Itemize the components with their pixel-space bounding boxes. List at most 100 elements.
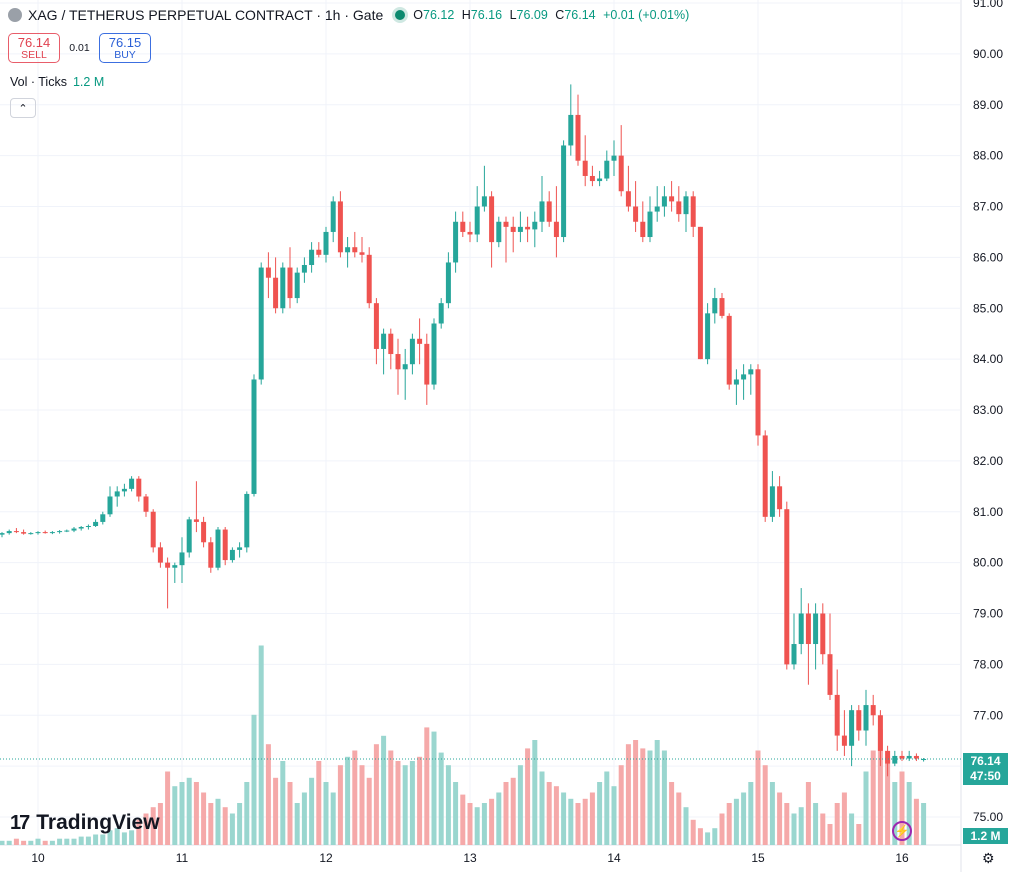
volume-bar xyxy=(107,830,113,845)
volume-bar xyxy=(604,771,610,845)
candle-body xyxy=(309,249,315,266)
volume-bar xyxy=(165,771,171,845)
volume-bar xyxy=(100,834,106,845)
candle-body xyxy=(143,496,149,512)
symbol-title[interactable]: XAG / TETHERUS PERPETUAL CONTRACT · 1h ·… xyxy=(28,7,384,23)
volume-bar xyxy=(676,792,682,845)
candle-body xyxy=(431,323,437,385)
volume-bar xyxy=(157,803,163,845)
candle-body xyxy=(741,374,747,380)
volume-bar xyxy=(503,782,509,845)
volume-bar xyxy=(856,824,862,845)
candle-body xyxy=(244,493,250,548)
candle-body xyxy=(78,527,84,529)
candle-body xyxy=(373,303,379,349)
volume-bar xyxy=(453,782,459,845)
trade-buttons: 76.14 SELL 0.01 76.15 BUY xyxy=(8,33,151,63)
candle-body xyxy=(777,486,783,510)
time-tick-label: 12 xyxy=(319,851,333,865)
volume-bar xyxy=(784,803,790,845)
candle-body xyxy=(913,755,919,759)
candle-body xyxy=(35,532,41,534)
candle-body xyxy=(820,613,826,655)
volume-bar xyxy=(755,750,761,845)
price-tick-label: 85.00 xyxy=(973,301,1003,315)
candle-body xyxy=(676,201,682,215)
candle-body xyxy=(633,206,639,222)
volume-bar xyxy=(136,819,142,845)
candle-body xyxy=(6,531,12,534)
candle-body xyxy=(625,191,631,207)
symbol-icon xyxy=(8,8,22,22)
candle-body xyxy=(107,496,113,515)
candle-body xyxy=(870,705,876,716)
price-tick-label: 75.00 xyxy=(973,810,1003,824)
volume-bar xyxy=(892,782,898,845)
buy-button[interactable]: 76.15 BUY xyxy=(99,33,151,63)
candle-body xyxy=(93,521,99,526)
volume-bar xyxy=(863,771,869,845)
tradingview-logo-icon: 17 xyxy=(10,811,30,834)
volume-bar xyxy=(359,765,365,845)
candle-body xyxy=(834,694,840,736)
candle-body xyxy=(705,313,711,360)
candle-body xyxy=(42,532,48,534)
candles xyxy=(0,84,927,777)
volume-bar xyxy=(546,782,552,845)
candle-body xyxy=(121,488,127,492)
time-tick-label: 13 xyxy=(463,851,477,865)
volume-bar xyxy=(13,838,19,845)
candle-body xyxy=(805,613,811,645)
volume-bar xyxy=(553,786,559,845)
volume-bar xyxy=(330,792,336,845)
candle-body xyxy=(899,755,905,759)
volume-bar xyxy=(625,744,631,845)
volume-bar xyxy=(705,832,711,845)
volume-bar xyxy=(49,840,55,845)
volume-bar xyxy=(539,771,545,845)
lightning-icon[interactable]: ⚡ xyxy=(892,821,912,841)
volume-bar xyxy=(57,838,63,845)
candle-body xyxy=(517,226,523,232)
tradingview-logo[interactable]: 17 TradingView xyxy=(10,811,160,834)
candle-body xyxy=(28,533,34,535)
volume-bar xyxy=(820,813,826,845)
volume-bar xyxy=(460,794,466,845)
volume-legend[interactable]: Vol · Ticks 1.2 M xyxy=(10,75,104,89)
volume-bar xyxy=(575,803,581,845)
volume-bar xyxy=(525,748,531,845)
volume-bar xyxy=(258,645,264,845)
candle-body xyxy=(604,160,610,179)
gridlines xyxy=(0,0,962,872)
volume-bar xyxy=(798,807,804,845)
volume-bar xyxy=(431,731,437,845)
volume-bar xyxy=(913,798,919,845)
candle-body xyxy=(337,201,343,253)
candle-body xyxy=(481,196,487,207)
settings-icon[interactable]: ⚙ xyxy=(982,850,995,866)
volume-bar xyxy=(654,740,660,845)
time-tick-label: 11 xyxy=(176,851,189,865)
volume-bar xyxy=(93,834,99,845)
candle-body xyxy=(417,338,423,344)
volume-bar xyxy=(899,771,905,845)
sell-button[interactable]: 76.14 SELL xyxy=(8,33,60,63)
chevron-up-icon[interactable]: ⌃ xyxy=(10,98,36,118)
candle-body xyxy=(409,338,415,365)
candle-body xyxy=(136,478,142,497)
volume-bar xyxy=(417,756,423,845)
candle-body xyxy=(827,654,833,695)
volume-bar xyxy=(669,782,675,845)
volume-bar xyxy=(237,803,243,845)
candle-body xyxy=(395,354,401,370)
candle-body xyxy=(208,542,214,568)
candle-body xyxy=(575,114,581,161)
volume-bar xyxy=(532,740,538,845)
volume-bar xyxy=(870,750,876,845)
volume-bar xyxy=(193,782,199,845)
candle-body xyxy=(381,333,387,349)
price-tick-label: 82.00 xyxy=(973,454,1003,468)
candle-body xyxy=(885,750,891,764)
candle-body xyxy=(769,486,775,517)
